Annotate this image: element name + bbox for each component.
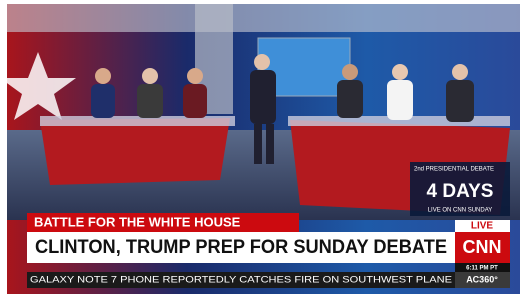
show-name: AC360° — [466, 274, 498, 284]
desk-left-top — [40, 116, 235, 126]
kicker: BATTLE FOR THE WHITE HOUSE — [34, 214, 241, 229]
ticker-text: GALAXY NOTE 7 PHONE REPORTEDLY CATCHES F… — [30, 274, 452, 284]
desk-left — [40, 118, 230, 185]
page: 2nd PRESIDENTIAL DEBATE 4 DAYS LIVE ON C… — [0, 0, 527, 298]
countdown-days: 4 DAYS — [427, 181, 494, 202]
broadcast-frame: 2nd PRESIDENTIAL DEBATE 4 DAYS LIVE ON C… — [0, 0, 527, 298]
live-label: LIVE — [471, 221, 494, 232]
time: 6:11 PM PT — [466, 266, 498, 272]
ceiling — [7, 4, 520, 32]
cnn-logo: CNN — [463, 237, 502, 257]
countdown-footer: LIVE ON CNN SUNDAY — [428, 208, 493, 214]
headline: CLINTON, TRUMP PREP FOR SUNDAY DEBATE — [35, 237, 447, 258]
countdown-header: 2nd PRESIDENTIAL DEBATE — [414, 167, 494, 173]
